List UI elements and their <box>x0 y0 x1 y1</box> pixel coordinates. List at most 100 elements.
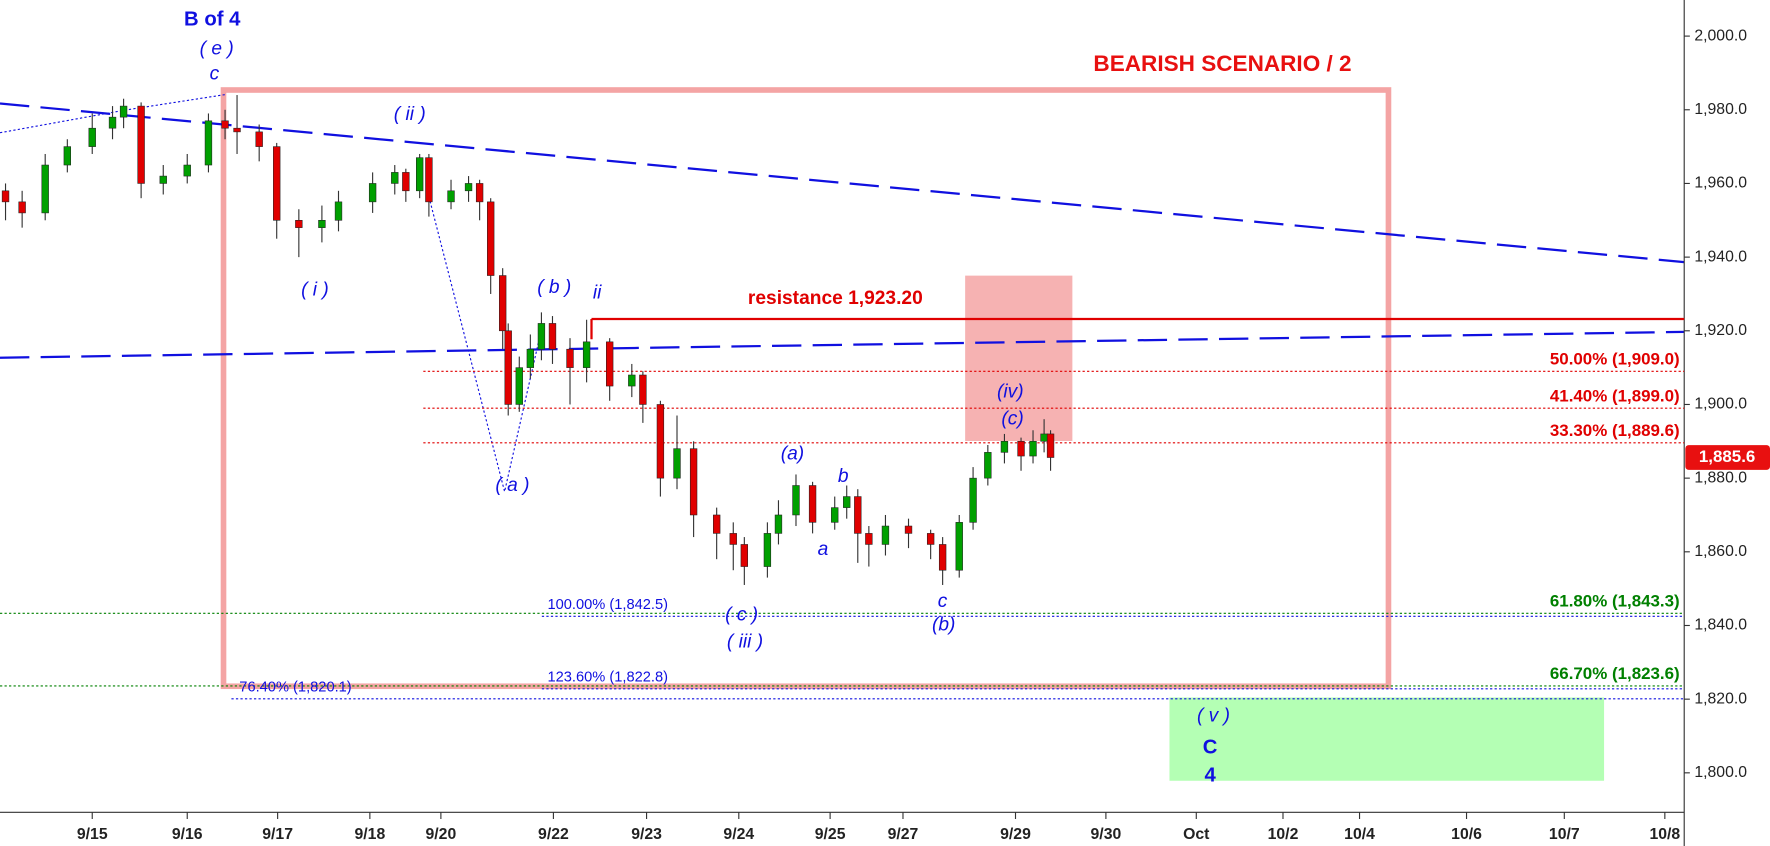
candle-body <box>416 157 424 192</box>
fib-label: 61.80% (1,843.3) <box>1550 592 1680 611</box>
candle-body <box>447 190 455 203</box>
chart-title: BEARISH SCENARIO / 2 <box>1093 51 1351 76</box>
y-tick-label: 2,000.0 <box>1694 27 1747 44</box>
candle-body <box>334 201 343 221</box>
candle-body <box>183 164 191 177</box>
fib-label: 100.00% (1,842.5) <box>547 597 668 613</box>
candle-body <box>464 183 473 192</box>
wave-label: c <box>210 63 220 84</box>
candle-body <box>548 323 557 350</box>
candle-body <box>368 183 377 203</box>
candle-body <box>1046 433 1055 458</box>
candle-body <box>1000 441 1009 453</box>
wave-label: ( v ) <box>1197 706 1230 727</box>
candle-body <box>926 533 935 545</box>
x-tick-label: 9/20 <box>426 826 457 843</box>
wave-label: (a) <box>781 444 804 465</box>
last-price-tag <box>1685 445 1770 470</box>
wave-label: C <box>1203 737 1218 759</box>
wave-label: c <box>938 591 948 612</box>
candle-body <box>865 533 873 545</box>
y-tick-label: 1,980.0 <box>1694 101 1747 118</box>
x-tick-label: 9/17 <box>262 826 293 843</box>
candle-body <box>566 348 574 368</box>
x-tick-label: 9/29 <box>1000 826 1031 843</box>
fib-label: 66.70% (1,823.6) <box>1550 664 1680 683</box>
y-tick-label: 1,860.0 <box>1694 543 1747 560</box>
candle-body <box>204 120 213 166</box>
candle-body <box>108 116 117 129</box>
candle-body <box>673 448 681 479</box>
target-zone <box>1169 697 1605 781</box>
fib-label: 50.00% (1,909.0) <box>1550 350 1680 369</box>
candle-body <box>854 496 862 534</box>
candle-body <box>740 544 749 567</box>
candle-body <box>63 146 72 166</box>
candle-body <box>1017 441 1025 457</box>
wave-label: ii <box>593 283 602 304</box>
candle-body <box>41 164 49 214</box>
candle-body <box>582 341 591 368</box>
candle-body <box>515 367 523 405</box>
y-tick-label: 1,840.0 <box>1694 617 1747 634</box>
candle-body <box>504 330 512 405</box>
wave-path <box>428 196 541 492</box>
candle-body <box>137 105 145 184</box>
x-tick-label: 9/18 <box>354 826 385 843</box>
resistance-label: resistance 1,923.20 <box>748 288 923 309</box>
candle-body <box>295 220 303 228</box>
wave-label: ( a ) <box>495 475 529 496</box>
wave-label: (c) <box>1001 409 1023 430</box>
x-tick-label: 9/15 <box>77 826 108 843</box>
candle-body <box>475 183 484 203</box>
x-tick-label: 10/2 <box>1268 826 1299 843</box>
candle-body <box>425 157 433 203</box>
candle-body <box>318 220 326 228</box>
wave-label: ( i ) <box>301 279 329 300</box>
candle-body <box>763 533 772 567</box>
x-tick-label: 9/30 <box>1091 826 1122 843</box>
trend-line <box>0 102 1685 264</box>
candle-body <box>1 190 10 203</box>
fib-label: 33.30% (1,889.6) <box>1550 421 1680 440</box>
wave-label: (iv) <box>997 382 1024 403</box>
candle-body <box>955 522 963 571</box>
last-price-label: 1,885.6 <box>1699 447 1755 466</box>
fib-label: 41.40% (1,899.0) <box>1550 386 1680 405</box>
wave-path <box>0 93 226 134</box>
candle-body <box>402 172 410 192</box>
y-tick-label: 1,960.0 <box>1694 175 1747 192</box>
candle-body <box>729 533 737 545</box>
wave-label: a <box>818 539 829 560</box>
x-tick-label: Oct <box>1183 826 1210 843</box>
candle-body <box>391 172 399 184</box>
candle-body <box>119 105 128 118</box>
wave-label: ( c ) <box>725 604 758 625</box>
x-tick-label: 9/23 <box>631 826 662 843</box>
candle-body <box>938 544 947 571</box>
wave-label: ( iii ) <box>727 631 763 652</box>
candle-body <box>904 525 913 534</box>
candle-body <box>18 201 26 214</box>
candle-body <box>628 374 636 387</box>
fib-label: 123.60% (1,822.8) <box>547 669 668 685</box>
wave-label: ( ii ) <box>394 104 426 125</box>
x-tick-label: 10/6 <box>1451 826 1482 843</box>
candle-body <box>639 374 647 405</box>
x-tick-label: 10/4 <box>1344 826 1375 843</box>
candle-body <box>606 341 614 387</box>
candle-body <box>273 146 281 221</box>
wave-label: ( b ) <box>537 277 571 298</box>
candle-body <box>1029 441 1037 457</box>
candle-body <box>969 477 977 523</box>
candle-body <box>792 485 800 516</box>
candle-body <box>526 348 535 368</box>
y-tick-label: 1,920.0 <box>1694 322 1747 339</box>
candle-body <box>159 175 167 184</box>
candle-body <box>808 485 817 523</box>
candle-body <box>233 127 241 133</box>
wave-label: b <box>838 466 849 487</box>
wave-label: 4 <box>1204 765 1216 787</box>
x-tick-label: 9/22 <box>538 826 569 843</box>
